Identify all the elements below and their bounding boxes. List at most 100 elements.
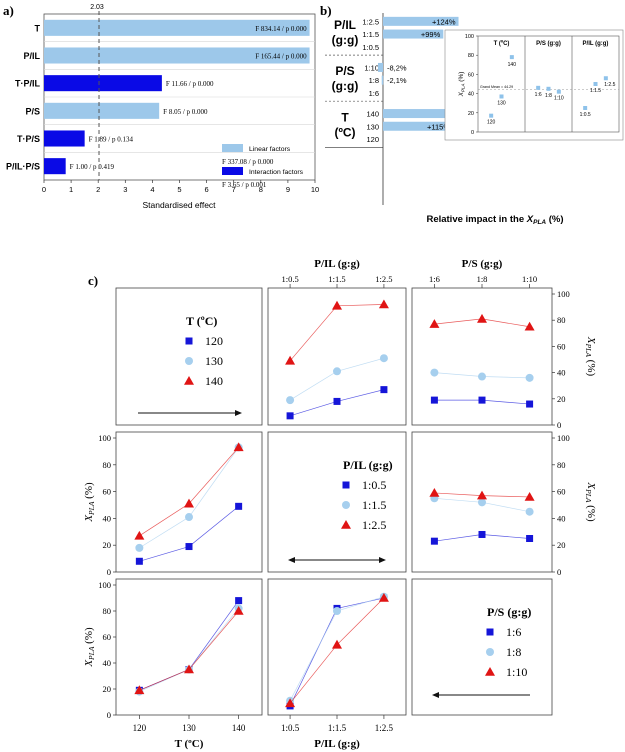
panel-a-legend-swatch [222,167,243,175]
panel-a-legend-stat: F 3.65 / p 0.001 [222,181,267,189]
panel-c-triangle-marker [485,667,495,676]
panel-c-triangle-marker [233,442,244,452]
panel-c-triangle-marker [477,313,487,323]
panel-c-y-tick-label: 100 [557,433,570,443]
panel-c-triangle-marker [429,487,440,497]
panel-b-inset-grand-mean-label: Grand Mean = 44.29 [480,85,513,89]
panel-c-circle-marker [333,607,341,615]
panel-c-square-marker [286,412,294,420]
panel-c-arrow-head-right [379,557,386,563]
panel-c-square-marker [486,628,494,636]
panel-c-circle-marker [525,373,534,382]
panel-c-triangle-marker [233,606,244,615]
panel-a-category-label: P/IL [23,51,40,61]
panel-a-x-tick-label: 0 [42,185,46,194]
panel-c-series-line [139,447,239,537]
panel-a-bar-annotation: F 165.44 / p 0.000 [255,53,307,61]
panel-a-x-tick-label: 7 [232,185,236,194]
panel-c-legend-label: 1:1.5 [362,498,386,512]
panel-a-reference-label: 2.03 [90,4,104,11]
panel-a-bar-annotation: F 8.05 / p 0.000 [163,108,208,116]
panel-b-inset-point [536,85,541,90]
panel-a-x-tick-label: 6 [205,185,209,194]
panel-c-square-marker [526,535,534,542]
panel-c-triangle-marker [184,376,194,385]
panel-c-square-marker [185,337,193,345]
panel-b-level-label: 1:10 [364,63,379,72]
panel-c-y-tick-label: 40 [557,368,566,378]
panel-c-circle-marker [286,396,295,405]
panel-c-triangle-marker [332,639,342,649]
panel-a-bar-annotation: F 1.00 / p 0.419 [70,163,115,171]
panel-c-arrow-head-left [288,557,295,563]
panel-b-inset-y-tick-label: 20 [468,111,474,117]
panel-a-category-label: P/S [25,106,40,116]
panel-c-circle-marker [486,648,494,656]
panel-c-y-tick-label: 100 [98,433,111,443]
panel-c-square-marker [235,597,243,605]
panel-label-c: c) [88,273,98,288]
panel-b-bar-label: -2,1% [387,76,407,85]
panel-a-x-axis-title: Standardised effect [142,200,216,210]
panel-c-top-tick-label: 1:6 [429,274,440,284]
panel-c-bottom-tick-label: 130 [182,723,196,733]
panel-b-inset: 0 20 40 60 80 100 XPLA (%) T (ºC) P/S (g:g) P/IL … [444,29,624,141]
panel-c-legend-label: 1:2.5 [362,518,386,532]
panel-c-legend-label: 1:0.5 [362,478,386,492]
panel-b-inset-point [546,86,551,91]
panel-c-square-marker [380,386,388,394]
panel-c-triangle-marker [285,355,296,365]
panel-c-y-tick-label: 40 [557,513,566,523]
panel-c-series-line [139,600,239,691]
panel-c-square-marker [478,530,486,538]
panel-c-bottom-tick-label: 1:2.5 [375,723,394,733]
panel-b-group-title: P/IL [334,18,356,32]
panel-c-y-tick-label: 0 [557,420,561,430]
panel-c-circle-marker [342,501,350,509]
panel-b-bar [383,121,454,131]
panel-c-square-marker [430,396,438,404]
panel-c-triangle-marker [332,300,342,310]
panel-b-inset-point-label: 1:6 [535,92,542,98]
panel-c-y-tick-label: 60 [103,487,112,497]
panel-c-y-tick-label: 20 [557,394,566,404]
panel-b-inset-y-tick-label: 60 [468,72,474,78]
panel-a-bar [44,75,162,92]
panel-b-level-label: 130 [366,122,379,131]
panel-c-legend-title: T (ºC) [186,314,217,328]
panel-c-circle-marker [430,368,439,377]
panel-c-triangle-marker [524,491,535,501]
panel-c-triangle-marker [285,698,296,708]
panel-c-square-marker [135,557,143,565]
panel-a-bar [44,158,66,175]
panel-b-inset-point [603,76,608,81]
panel-b-bar-label: -8,2% [387,63,407,72]
panel-a-x-tick-label: 3 [123,185,127,194]
panel-a-x-tick-label: 4 [150,185,154,194]
panel-a-x-tick-label: 5 [177,185,181,194]
panel-c-arrow-head-left [432,692,439,698]
panel-a-legend-label: Linear factors [249,146,291,153]
panel-b-inset-y-tick-label: 40 [468,92,474,98]
panel-b-level-label: 140 [366,110,379,119]
panel-c-square-marker [185,543,193,551]
panel-c-y-tick-label: 100 [98,580,111,590]
panel-b-inset-section-title: P/IL (g:g) [583,41,609,47]
panel-c-circle-marker [478,372,486,381]
panel-c-cell-frame [411,578,553,716]
panel-c-cell-frame [267,431,407,573]
panel-a-legend-swatch [222,144,243,152]
panel-c-y-tick-label: 60 [103,632,112,642]
panel-b-inset-point [489,113,494,118]
panel-c-y-axis-title: XPLA (%) [584,481,597,522]
panel-b-group-unit: (ºC) [334,125,355,139]
panel-c-series-line [139,610,239,691]
panel-c-y-tick-label: 20 [557,540,566,550]
panel-c-triangle-marker [477,490,487,500]
panel-c-y-axis-title: XPLA (%) [83,627,96,668]
panel-c-bottom-tick-label: 1:0.5 [281,723,300,733]
panel-b-inset-point [593,82,598,86]
panel-c-y-axis-title: XPLA (%) [83,482,96,523]
panel-c-square-marker [526,400,534,408]
panel-a-category-label: T·P/S [17,134,40,144]
